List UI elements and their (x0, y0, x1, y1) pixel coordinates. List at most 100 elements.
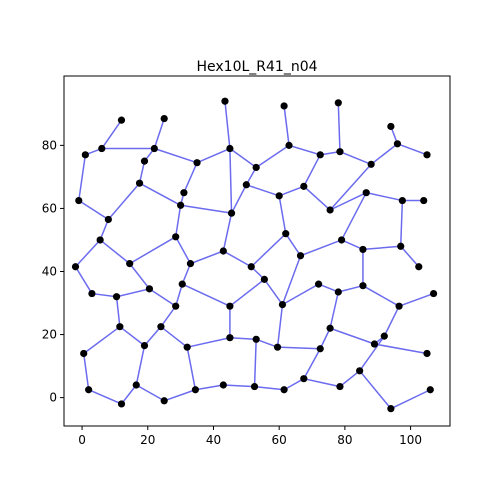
edge-98 (195, 384, 224, 391)
node-79 (300, 375, 308, 383)
edge-55 (74, 266, 93, 294)
node-30 (398, 196, 406, 205)
x-tick-label-60: 60 (272, 433, 287, 447)
edge-24 (183, 162, 198, 193)
edge-49 (300, 239, 342, 257)
node-54 (429, 289, 438, 298)
edge-1 (153, 118, 165, 149)
edge-63 (229, 278, 265, 307)
node-71 (85, 386, 93, 394)
node-66 (326, 324, 334, 332)
node-16 (367, 160, 375, 168)
node-49 (260, 275, 268, 283)
node-39 (397, 242, 405, 250)
node-74 (160, 397, 168, 405)
y-tick-label-80: 80 (42, 138, 57, 152)
node-56 (226, 302, 234, 310)
edge-25 (180, 204, 232, 214)
node-48 (178, 280, 186, 288)
edge-17 (397, 143, 428, 156)
node-33 (172, 233, 180, 241)
edge-18 (78, 154, 87, 201)
x-tick-label-0: 0 (78, 433, 86, 447)
edge-89 (374, 343, 428, 355)
edge-21 (107, 182, 141, 220)
node-19 (75, 196, 83, 205)
node-42 (126, 260, 134, 268)
edge-80 (229, 336, 257, 341)
edge-107 (359, 370, 392, 410)
node-51 (334, 288, 342, 296)
y-tick-label-20: 20 (42, 328, 57, 342)
node-47 (145, 285, 154, 293)
node-27 (300, 182, 308, 190)
edge-91 (82, 353, 90, 390)
node-5 (387, 122, 395, 131)
x-tick-label-80: 80 (337, 433, 352, 447)
edge-53 (399, 200, 404, 247)
node-0 (117, 116, 126, 124)
edge-35 (366, 191, 403, 202)
edge-75 (143, 326, 162, 347)
edge-65 (263, 278, 284, 306)
node-35 (282, 230, 290, 238)
edge-81 (255, 338, 278, 348)
node-38 (359, 245, 367, 254)
edge-76 (160, 305, 177, 328)
node-40 (415, 263, 423, 271)
node-73 (132, 381, 140, 389)
chart-title: Hex10L_R41_n04 (196, 59, 317, 75)
node-18 (423, 151, 431, 159)
edge-73 (115, 296, 121, 327)
node-29 (362, 189, 370, 197)
edge-93 (120, 384, 137, 405)
edge-29 (246, 184, 280, 197)
edge-48 (285, 233, 302, 257)
edge-77 (160, 326, 188, 348)
edge-71 (362, 285, 400, 307)
edge-101 (254, 385, 285, 391)
node-55 (172, 302, 180, 310)
node-77 (250, 382, 259, 391)
node-11 (226, 144, 234, 153)
node-83 (426, 386, 434, 394)
edge-39 (99, 239, 131, 265)
edge-54 (400, 245, 420, 268)
node-9 (150, 144, 158, 153)
edge-102 (283, 378, 305, 391)
node-57 (278, 301, 287, 309)
y-tick-label-40: 40 (42, 264, 57, 278)
edge-60 (174, 283, 183, 307)
node-8 (140, 157, 149, 165)
node-52 (359, 282, 367, 290)
edge-12 (255, 144, 290, 169)
node-22 (177, 201, 185, 209)
edge-90 (83, 326, 121, 355)
node-67 (370, 340, 379, 348)
edge-3 (283, 105, 290, 146)
edge-72 (398, 292, 434, 307)
edge-50 (340, 192, 367, 241)
edge-layer (74, 101, 434, 410)
edge-86 (329, 327, 375, 345)
node-41 (71, 263, 80, 271)
edge-95 (135, 384, 165, 402)
node-32 (96, 236, 104, 244)
node-2 (221, 97, 229, 105)
plot-area (71, 97, 438, 413)
node-17 (393, 140, 402, 148)
edge-58 (129, 263, 151, 290)
edge-108 (390, 389, 431, 410)
edge-78 (187, 336, 231, 348)
edge-46 (250, 233, 287, 268)
edge-37 (99, 219, 110, 241)
y-axis: 0 20 40 60 80 (42, 138, 64, 405)
edge-32 (303, 185, 331, 211)
node-58 (116, 323, 124, 331)
edge-15 (339, 150, 372, 165)
x-tick-label-100: 100 (399, 433, 422, 447)
edge-22 (139, 182, 181, 206)
edge-43 (190, 250, 224, 265)
node-82 (387, 405, 395, 413)
edge-13 (288, 144, 321, 156)
